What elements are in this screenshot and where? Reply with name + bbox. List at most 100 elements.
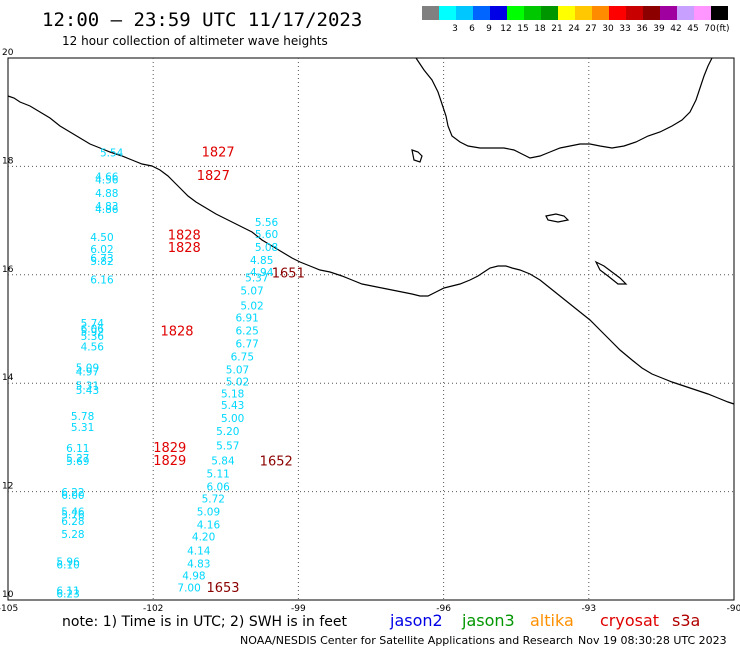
- pass-time-label: 1829: [153, 454, 186, 469]
- scale-swatch: [473, 6, 490, 20]
- latitude-tick-label: 10: [2, 590, 14, 600]
- longitude-tick-label: -90: [727, 604, 740, 614]
- wave-height-value: 5.96: [56, 556, 80, 568]
- latitude-tick-label: 14: [2, 373, 14, 383]
- wave-height-value: 6.77: [235, 338, 258, 350]
- credit-line: NOAA/NESDIS Center for Satellite Applica…: [240, 634, 573, 647]
- wave-height-value: 4.94: [250, 267, 274, 279]
- scale-tick-label: 30: [602, 24, 614, 34]
- wave-height-value: 5.37: [245, 272, 268, 284]
- wave-height-value: 5.27: [66, 453, 89, 465]
- wave-height-value: 6.06: [81, 323, 105, 335]
- wave-height-value: 5.92: [81, 327, 104, 339]
- pass-time-label: 1651: [272, 267, 305, 282]
- yucatan-gulf-coastline: [415, 57, 713, 159]
- wave-height-value: 4.50: [90, 232, 113, 244]
- satellite-legend-altika: altika: [530, 611, 574, 630]
- wave-height-value: 5.07: [240, 285, 263, 297]
- scale-tick-label: 21: [551, 24, 562, 34]
- wave-height-value: 5.11: [206, 469, 229, 481]
- wave-height-value: 4.88: [95, 188, 118, 200]
- map-frame: [7, 57, 735, 601]
- scale-tick-label: 42: [670, 24, 681, 34]
- wave-height-value: 5.09: [76, 362, 99, 374]
- scale-swatch: [507, 6, 524, 20]
- wave-height-value: 6.91: [235, 312, 258, 324]
- scale-tick-label: 33: [619, 24, 630, 34]
- wave-height-value: 4.83: [95, 201, 118, 213]
- graticule: -105 -102 -99 -96 -93 -90 10 12 14 16 18 20: [0, 48, 740, 614]
- pass-time-label: 1828: [168, 229, 201, 244]
- latitude-tick-label: 16: [2, 265, 14, 275]
- scale-swatch: [660, 6, 677, 20]
- wave-height-labels: 5.544.664.564.884.834.864.506.026.735.82…: [56, 148, 278, 601]
- longitude-tick-label: -96: [436, 604, 451, 614]
- wave-height-value: 5.76: [61, 510, 85, 522]
- scale-tick-label: 15: [517, 24, 528, 34]
- wave-height-color-scale: 3 6 9 12 15 18 21 24 27 30 33 36 39 42 45 70: [422, 6, 728, 34]
- generated-timestamp: Nov 19 08:30:28 UTC 2023: [578, 634, 727, 647]
- wave-height-value: 6.11: [56, 586, 79, 598]
- map-title: 12:00 – 23:59 UTC 11/17/2023: [42, 9, 362, 31]
- wave-height-value: 5.69: [66, 456, 89, 468]
- scale-swatch: [626, 6, 643, 20]
- scale-swatch: [575, 6, 592, 20]
- wave-height-value: 5.02: [226, 376, 249, 388]
- wave-height-value: 4.56: [95, 175, 119, 187]
- wave-height-value: 6.23: [56, 588, 79, 600]
- wave-height-value: 6.16: [90, 274, 114, 286]
- scale-tick-label: 39: [653, 24, 665, 34]
- wave-height-value: 5.78: [71, 411, 94, 423]
- scale-swatch: [677, 6, 694, 20]
- satellite-legend-s3a: s3a: [672, 611, 700, 630]
- scale-swatch: [711, 6, 728, 20]
- wave-height-value: 6.25: [235, 325, 258, 337]
- wave-height-value: 5.54: [100, 148, 124, 160]
- wave-height-value: 6.06: [206, 482, 230, 494]
- scale-tick-label: 27: [585, 24, 596, 34]
- pass-time-label: 1827: [197, 169, 230, 184]
- wave-height-value: 5.20: [216, 426, 239, 438]
- wave-height-value: 4.85: [250, 255, 273, 267]
- scale-swatch: [524, 6, 541, 20]
- scale-tick-label: 9: [486, 24, 492, 34]
- map-subtitle: 12 hour collection of altimeter wave hei…: [62, 34, 328, 48]
- scale-swatch: [609, 6, 626, 20]
- scale-tick-label: 36: [636, 24, 648, 34]
- wave-height-value: 5.60: [255, 229, 278, 241]
- tehuantepec-lagoon: [594, 260, 628, 285]
- wave-height-value: 6.02: [90, 244, 113, 256]
- wave-height-value: 4.97: [76, 367, 99, 379]
- scale-swatch: [592, 6, 609, 20]
- scale-tick-label: 45: [687, 24, 698, 34]
- latitude-tick-label: 12: [2, 482, 13, 492]
- latitude-tick-label: 18: [2, 156, 14, 166]
- pass-time-label: 1828: [168, 241, 201, 256]
- satellite-legend: jason2 jason3 altika cryosat s3a: [389, 611, 700, 630]
- longitude-tick-label: -105: [0, 604, 18, 614]
- pass-time-label: 1652: [260, 455, 293, 470]
- wave-height-value: 4.83: [187, 558, 210, 570]
- scale-swatch: [439, 6, 456, 20]
- pass-time-label: 1829: [153, 441, 186, 456]
- scale-swatch: [456, 6, 473, 20]
- wave-height-value: 5.72: [202, 493, 225, 505]
- scale-tick-label: 70: [704, 24, 716, 34]
- scale-swatch: [694, 6, 711, 20]
- gulf-island: [411, 149, 423, 163]
- wave-height-value: 5.02: [240, 300, 263, 312]
- wave-height-value: 5.28: [61, 529, 84, 541]
- wave-height-value: 7.00: [177, 582, 200, 594]
- wave-height-value: 4.66: [95, 171, 119, 183]
- wave-height-value: 6.11: [66, 443, 89, 455]
- wave-height-value: 5.09: [197, 506, 220, 518]
- wave-height-value: 4.16: [197, 519, 221, 531]
- wave-height-value: 5.18: [221, 388, 244, 400]
- wave-height-value: 5.57: [216, 440, 239, 452]
- wave-height-value: 5.84: [211, 456, 235, 468]
- coastline: [7, 57, 735, 405]
- wave-height-value: 6.75: [231, 351, 254, 363]
- wave-height-value: 5.36: [81, 331, 105, 343]
- wave-height-value: 5.00: [221, 413, 244, 425]
